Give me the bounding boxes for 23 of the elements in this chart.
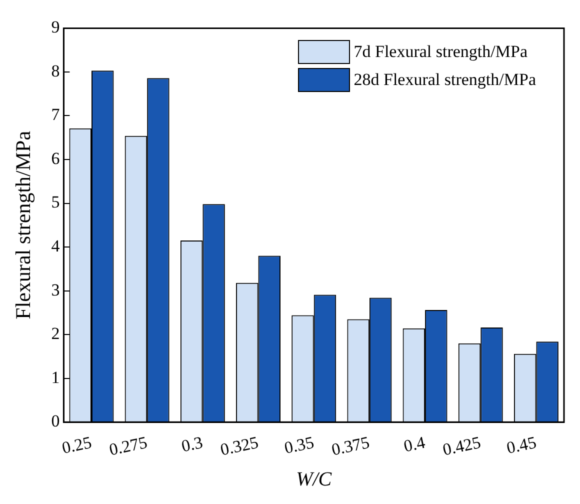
x-tick-label: 0.3 <box>180 432 204 456</box>
y-tick-label: 0 <box>51 412 60 431</box>
x-tick-label: 0.325 <box>218 432 260 460</box>
x-tick-label: 0.35 <box>282 432 316 458</box>
y-tick-label: 7 <box>51 105 60 124</box>
y-axis-title: Flexural strength/MPa <box>11 130 36 320</box>
x-tick-label: 0.275 <box>108 432 149 460</box>
x-axis-title: W/C <box>296 468 332 490</box>
x-tick-label: 0.375 <box>330 432 372 460</box>
x-tick-label: 0.25 <box>60 432 94 458</box>
y-tick-label: 1 <box>51 368 60 387</box>
y-tick-label: 2 <box>51 324 60 344</box>
y-tick-label: 9 <box>51 18 60 37</box>
legend-label: 28d Flexural strength/MPa <box>354 69 536 91</box>
y-tick-label: 5 <box>51 192 60 212</box>
y-tick-label: 6 <box>51 148 60 168</box>
x-tick-label: 0.45 <box>504 432 538 458</box>
y-tick-label: 3 <box>51 280 60 300</box>
y-tick-label: 4 <box>51 236 60 256</box>
x-tick-label: 0.425 <box>441 432 482 460</box>
x-tick-label: 0.4 <box>402 432 428 456</box>
legend-label: 7d Flexural strength/MPa <box>354 41 528 63</box>
y-tick-label: 8 <box>51 61 60 80</box>
